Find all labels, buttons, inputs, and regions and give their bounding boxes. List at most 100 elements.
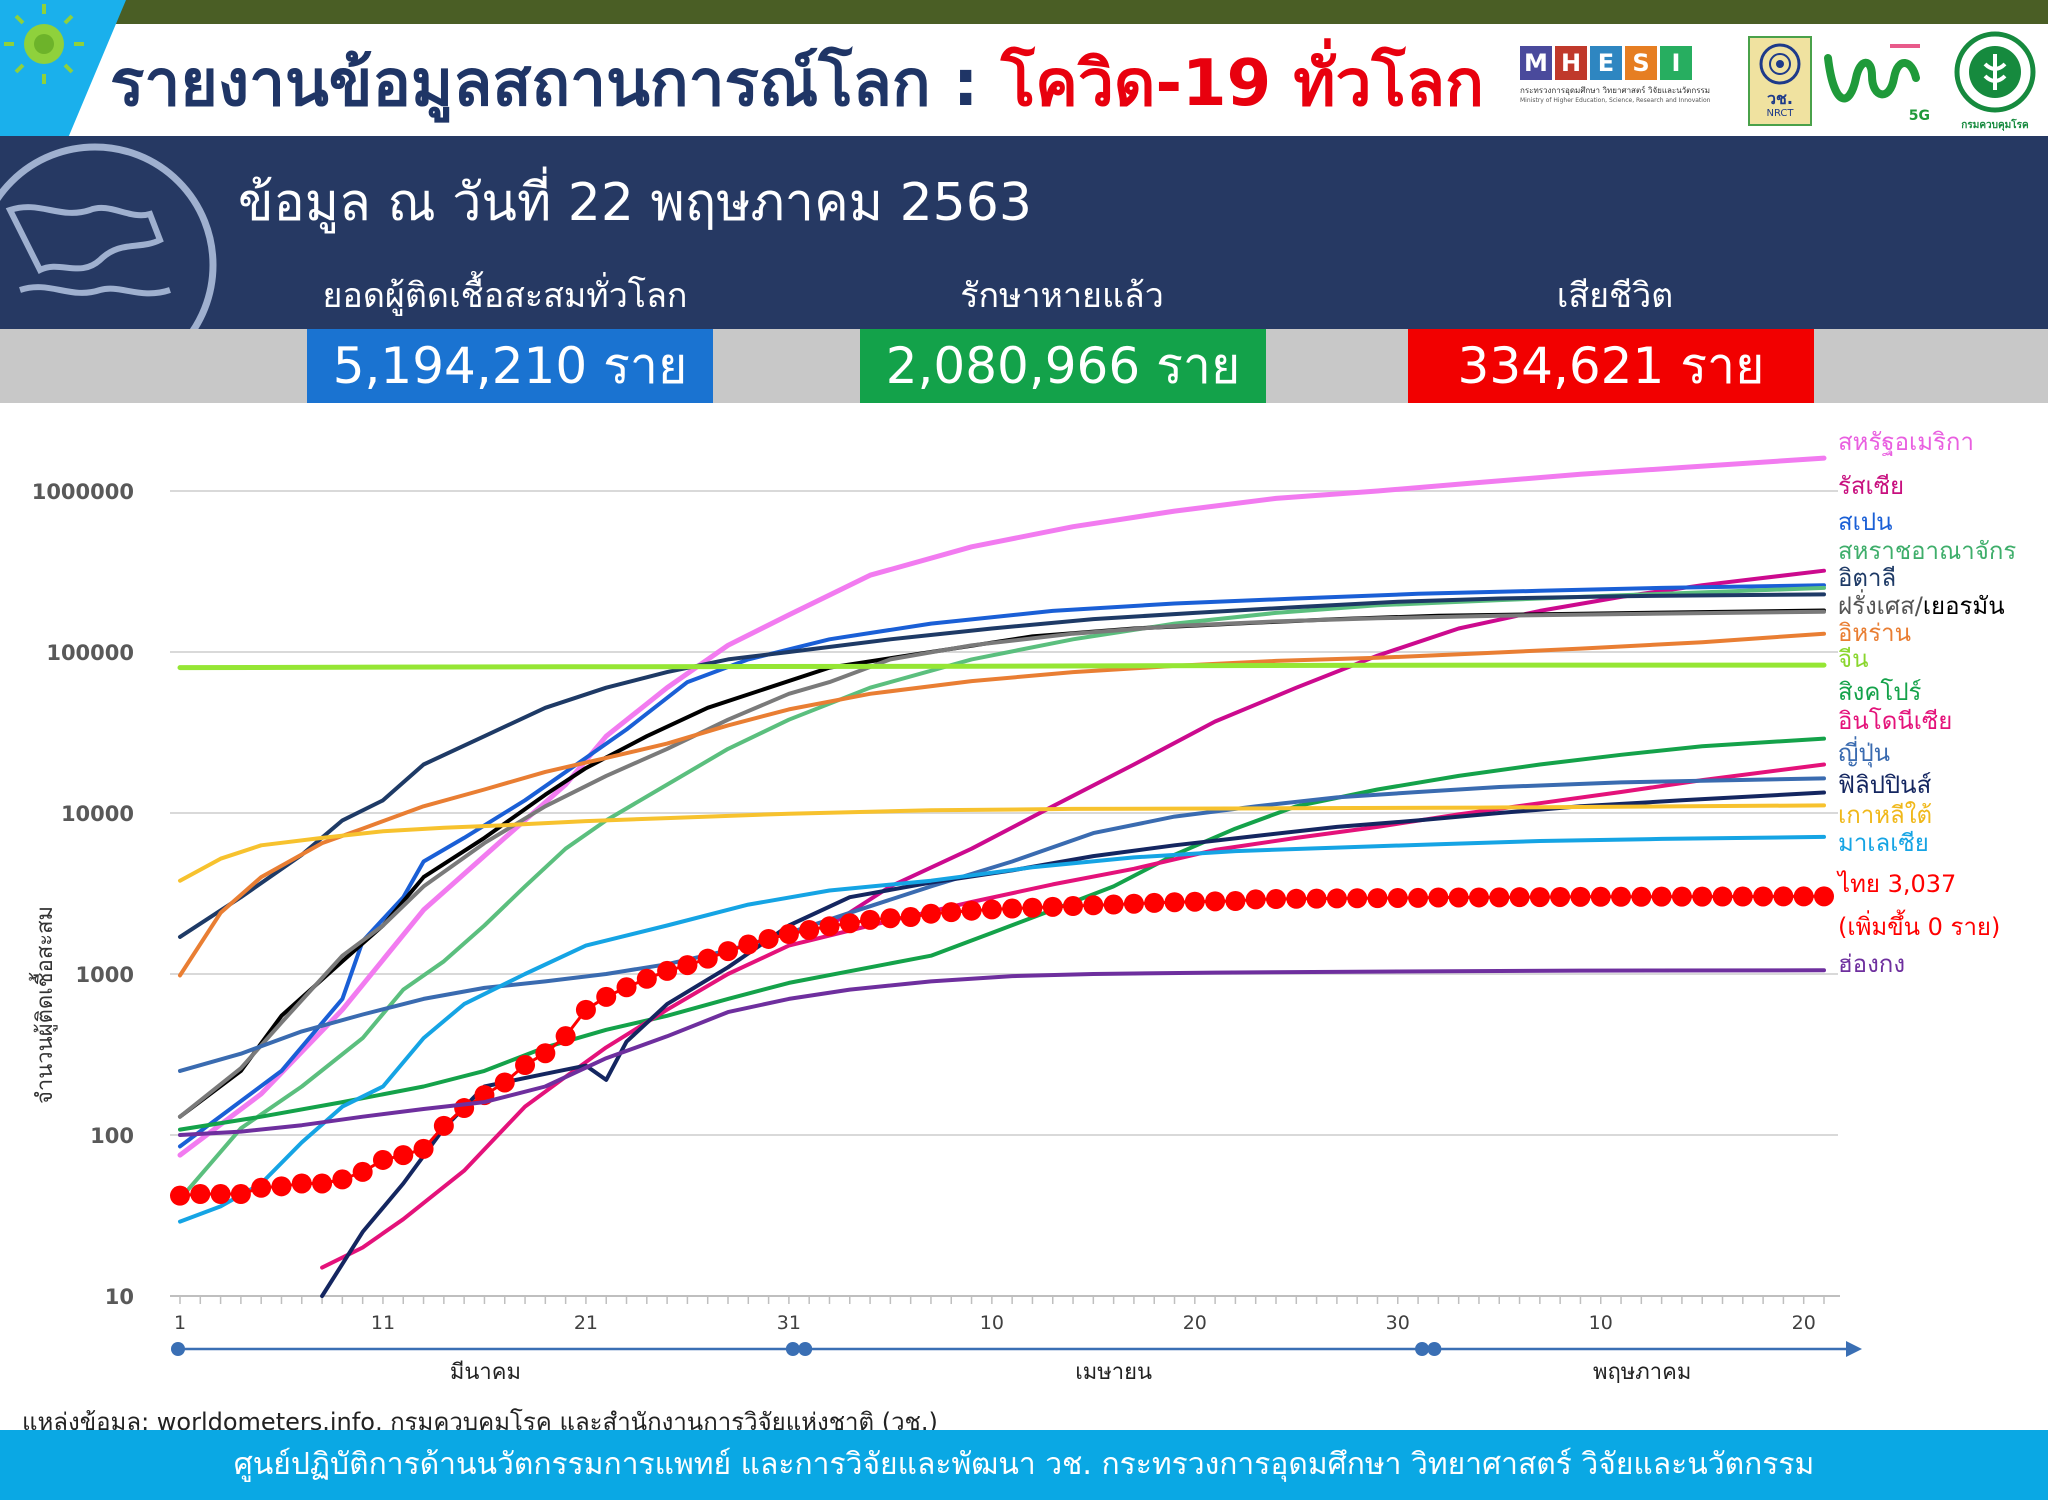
thailand-point-77 [1712, 886, 1733, 907]
y-tick-100: 100 [90, 1124, 134, 1148]
stat-value-deaths: 334,621 ราย [1408, 329, 1814, 403]
mhesi-caption: กระทรวงการอุดมศึกษา วิทยาศาสตร์ วิจัยและ… [1520, 86, 1711, 95]
mhesi-letter-h: H [1555, 46, 1587, 80]
ddc-caption: กรมควบคุมโรค [1961, 120, 2029, 131]
series-label-16: ฮ่องกง [1838, 950, 1905, 978]
thailand-point-35 [860, 909, 881, 930]
series-label-8: สิงคโปร์ [1838, 678, 1922, 706]
series-line-6 [178, 609, 1826, 1119]
stat-label-recovered: รักษาหายแล้ว [960, 276, 1164, 316]
x-tick-81: 20 [1792, 1312, 1816, 1334]
nrct-emblem-icon [1759, 43, 1801, 85]
thailand-point-41 [981, 899, 1002, 920]
series-label-9: อินโดนีเซีย [1838, 707, 1952, 735]
thailand-point-32 [799, 920, 820, 941]
covid-cases-line-chart: 10 100 1000 10000 100000 1000000 จำนวนผู้ติดเ… [29, 428, 2016, 1385]
thailand-point-10 [352, 1161, 373, 1182]
y-tick-10: 10 [105, 1285, 134, 1309]
stat-value-cases: 5,194,210 ราย [307, 329, 713, 403]
thailand-point-64 [1448, 887, 1469, 908]
thailand-point-26 [677, 955, 698, 976]
month-label-2: เมษายน [1075, 1360, 1152, 1385]
thailand-point-27 [697, 948, 718, 969]
series-line-8 [177, 662, 1827, 671]
thailand-point-12 [393, 1145, 414, 1166]
thailand-point-75 [1671, 886, 1692, 907]
thailand-point-31 [778, 924, 799, 945]
thailand-point-33 [819, 916, 840, 937]
series-label-1: รัสเซีย [1838, 472, 1904, 500]
thailand-point-80 [1773, 886, 1794, 907]
thailand-point-43 [1022, 897, 1043, 918]
thailand-point-45 [1063, 896, 1084, 917]
month-label-1: มีนาคม [450, 1360, 521, 1385]
nrct-logo: วช. NRCT [1748, 36, 1812, 126]
thailand-point-51 [1184, 891, 1205, 912]
stat-value-recovered: 2,080,966 ราย [860, 329, 1266, 403]
ddc-emblem-icon [1954, 31, 2036, 113]
thailand-point-60 [1367, 888, 1388, 909]
thailand-point-21 [575, 999, 596, 1020]
date-line: ข้อมูล ณ วันที่ 22 พฤษภาคม 2563 [238, 173, 1032, 233]
thailand-point-44 [1042, 896, 1063, 917]
thailand-point-62 [1408, 887, 1429, 908]
x-tick-21: 21 [574, 1312, 598, 1334]
month-start-dot-1 [171, 1342, 185, 1356]
thailand-point-25 [657, 960, 678, 981]
thailand-point-6 [271, 1176, 292, 1197]
thailand-point-34 [839, 913, 860, 934]
summary-panel [0, 136, 2048, 329]
thailand-point-13 [413, 1138, 434, 1159]
page-title-main: รายงานข้อมูลสถานการณ์โลก : [110, 47, 1001, 121]
thailand-point-8 [312, 1173, 333, 1194]
stat-label-cases: ยอดผู้ติดเชื้อสะสมทั่วโลก [322, 276, 688, 316]
thailand-point-66 [1489, 887, 1510, 908]
thailand-point-14 [433, 1115, 454, 1136]
x-axis: 1 11 21 31 10 20 30 10 20มีนาคม เมษายน พฤษภาคม [170, 1295, 1862, 1385]
series-line-15 [178, 894, 1826, 1198]
series-label-15: (เพิ่มขึ้น 0 ราย) [1838, 909, 2000, 941]
ddc-logo: กรมควบคุมโรค [1950, 30, 2040, 134]
thailand-point-17 [494, 1072, 515, 1093]
series-line-4 [178, 592, 1826, 939]
vch-logo-icon [1824, 44, 1920, 103]
thailand-point-55 [1266, 889, 1286, 910]
y-axis-ticks: 10 100 1000 10000 100000 1000000 [32, 480, 134, 1309]
thailand-point-71 [1590, 886, 1611, 907]
thailand-point-70 [1570, 886, 1591, 907]
thailand-point-7 [291, 1173, 312, 1194]
thailand-point-9 [332, 1169, 353, 1190]
series-line-2 [178, 583, 1826, 1149]
x-tick-1: 1 [174, 1312, 186, 1334]
series-line-14 [178, 834, 1826, 1224]
series-line-0 [177, 455, 1827, 1158]
thailand-point-54 [1245, 889, 1266, 910]
x-tick-51: 20 [1183, 1312, 1207, 1334]
thailand-point-24 [636, 968, 657, 989]
month-end-dot-1 [785, 1342, 800, 1356]
thailand-point-52 [1205, 891, 1226, 912]
month-label-3: พฤษภาคม [1593, 1360, 1691, 1385]
thailand-point-49 [1144, 892, 1165, 913]
nrct-sub: NRCT [1766, 108, 1794, 119]
mhesi-caption-en: Ministry of Higher Education, Science, R… [1520, 97, 1711, 104]
thailand-point-78 [1732, 886, 1753, 907]
thailand-point-46 [1083, 895, 1104, 916]
thailand-point-82 [1814, 886, 1834, 907]
thailand-point-47 [1103, 894, 1124, 915]
series-label-suffix: เยอรมัน [1923, 592, 2005, 620]
y-tick-1000: 1000 [76, 963, 134, 987]
page-title: รายงานข้อมูลสถานการณ์โลก : โควิด-19 ทั่ว… [110, 34, 1484, 134]
thailand-point-38 [920, 903, 941, 924]
thailand-point-73 [1631, 886, 1652, 907]
thailand-point-81 [1793, 886, 1814, 907]
thailand-point-39 [941, 902, 962, 923]
thailand-point-37 [900, 907, 921, 928]
series-label-10: ญี่ปุ่น [1838, 736, 1890, 768]
thailand-point-22 [596, 986, 617, 1007]
series-line-11 [178, 776, 1826, 1073]
five-g-label: 5G [1908, 108, 1930, 124]
